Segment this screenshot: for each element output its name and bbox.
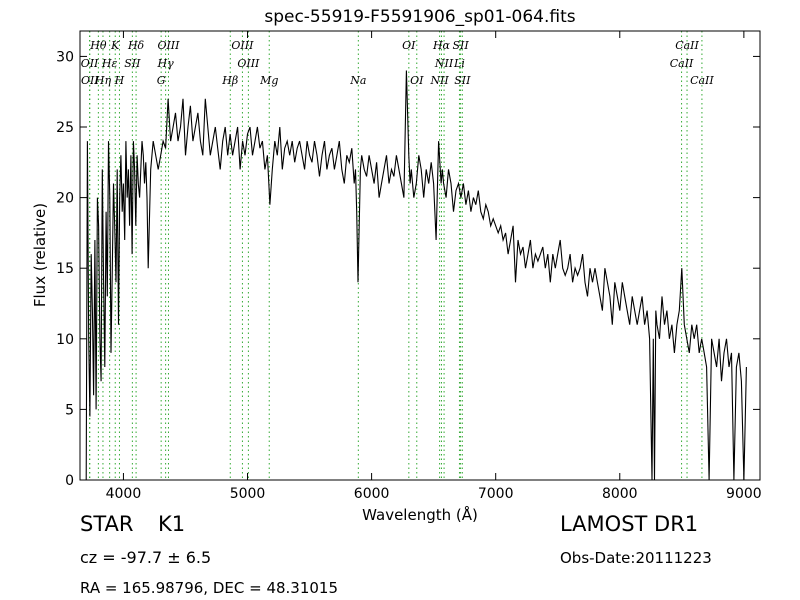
line-label-25: NII [429, 74, 449, 87]
line-label-20: G [157, 74, 166, 87]
line-label-23: Na [349, 74, 366, 87]
emission-line-markers [89, 31, 703, 480]
line-label-24: OI [410, 74, 424, 87]
line-label-27: CaII [690, 74, 714, 87]
spectrum-layer [85, 70, 747, 481]
observation-date-label: Obs-Date:20111223 [560, 549, 712, 567]
line-label-14: NII [434, 57, 454, 70]
line-label-26: SII [454, 74, 471, 87]
x-axis-label: Wavelength (Å) [362, 505, 478, 524]
line-label-16: CaII [670, 57, 694, 70]
y-tick-label-25: 25 [56, 120, 74, 136]
line-label-6: Hα [432, 39, 451, 52]
y-axis-label: Flux (relative) [31, 203, 49, 307]
object-subclass-label: K1 [158, 512, 186, 536]
y-tick-label-15: 15 [56, 261, 74, 277]
y-tick-label-30: 30 [56, 49, 74, 65]
chart-title: spec-55919-F5591906_sp01-064.fits [264, 7, 575, 27]
x-tick-label-4000: 4000 [106, 486, 142, 502]
line-label-17: OII [81, 74, 99, 87]
line-label-13: OIII [237, 57, 260, 70]
redshift-cz-label: cz = -97.7 ± 6.5 [80, 548, 212, 567]
line-label-10: Hε [101, 57, 118, 70]
line-label-4: OIII [231, 39, 254, 52]
line-label-8: CaII [675, 39, 699, 52]
y-tick-label-5: 5 [65, 402, 74, 418]
line-label-21: Hβ [221, 74, 238, 87]
line-label-19: H [114, 74, 125, 87]
object-type-label: STAR [80, 512, 134, 536]
line-label-2: Hδ [127, 39, 145, 52]
y-axis: 0 5 10 15 20 25 30 [56, 49, 760, 489]
survey-label: LAMOST DR1 [560, 512, 699, 536]
line-label-9: OII [81, 57, 99, 70]
line-label-1: K [110, 39, 120, 52]
y-tick-label-20: 20 [56, 191, 74, 207]
x-tick-label-6000: 6000 [354, 486, 390, 502]
line-label-12: Hγ [157, 57, 175, 70]
line-label-15: Li [453, 57, 465, 70]
x-tick-label-5000: 5000 [230, 486, 266, 502]
line-label-22: Mg [259, 74, 278, 87]
x-tick-label-9000: 9000 [726, 486, 762, 502]
y-tick-label-10: 10 [56, 332, 74, 348]
spectrum-series-line [85, 70, 747, 481]
y-tick-label-0: 0 [65, 473, 74, 489]
line-label-7: SII [452, 39, 469, 52]
x-axis: 4000 5000 6000 7000 8000 9000 [106, 31, 762, 502]
line-label-0: Hθ [89, 39, 107, 52]
line-label-11: SII [124, 57, 141, 70]
x-tick-label-7000: 7000 [478, 486, 514, 502]
line-label-18: Hη [94, 74, 112, 87]
x-tick-label-8000: 8000 [602, 486, 638, 502]
plot-frame [79, 30, 761, 481]
line-label-3: OIII [157, 39, 180, 52]
ra-dec-label: RA = 165.98796, DEC = 48.31015 [80, 579, 339, 597]
line-label-5: OI [402, 39, 416, 52]
